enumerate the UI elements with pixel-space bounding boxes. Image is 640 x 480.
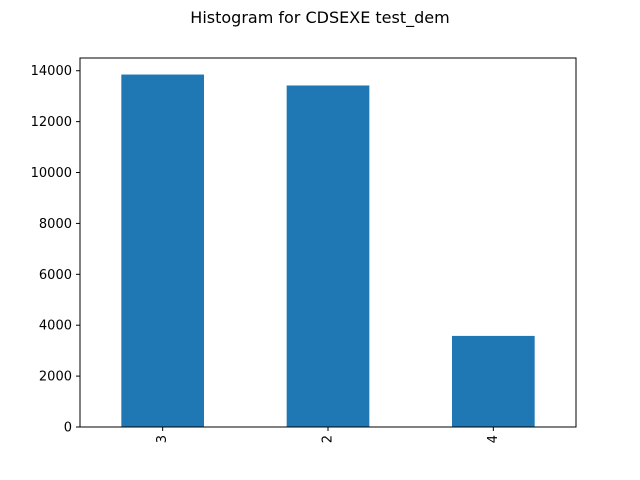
y-tick-label: 8000 bbox=[39, 217, 72, 232]
y-tick-label: 6000 bbox=[39, 268, 72, 283]
y-tick-label: 4000 bbox=[39, 319, 72, 334]
bars-layer bbox=[121, 74, 535, 427]
x-tick-label: 4 bbox=[486, 435, 501, 443]
x-tick-label: 3 bbox=[155, 435, 170, 443]
y-tick-label: 10000 bbox=[31, 166, 72, 181]
y-axis: 0 2000 4000 6000 8000 10000 12000 14000 bbox=[31, 64, 80, 436]
axes-frame bbox=[79, 57, 577, 428]
chart-title: Histogram for CDSEXE test_dem bbox=[190, 8, 449, 28]
y-tick-label: 12000 bbox=[31, 115, 72, 130]
y-tick-label: 0 bbox=[64, 421, 72, 436]
bar-2 bbox=[286, 85, 370, 427]
x-tick-label: 2 bbox=[321, 435, 336, 443]
y-tick-label: 2000 bbox=[39, 370, 72, 385]
bar-4 bbox=[452, 335, 535, 427]
x-axis: 3 2 4 bbox=[155, 427, 501, 443]
y-tick-label: 14000 bbox=[31, 64, 72, 79]
bar-3 bbox=[121, 74, 204, 427]
